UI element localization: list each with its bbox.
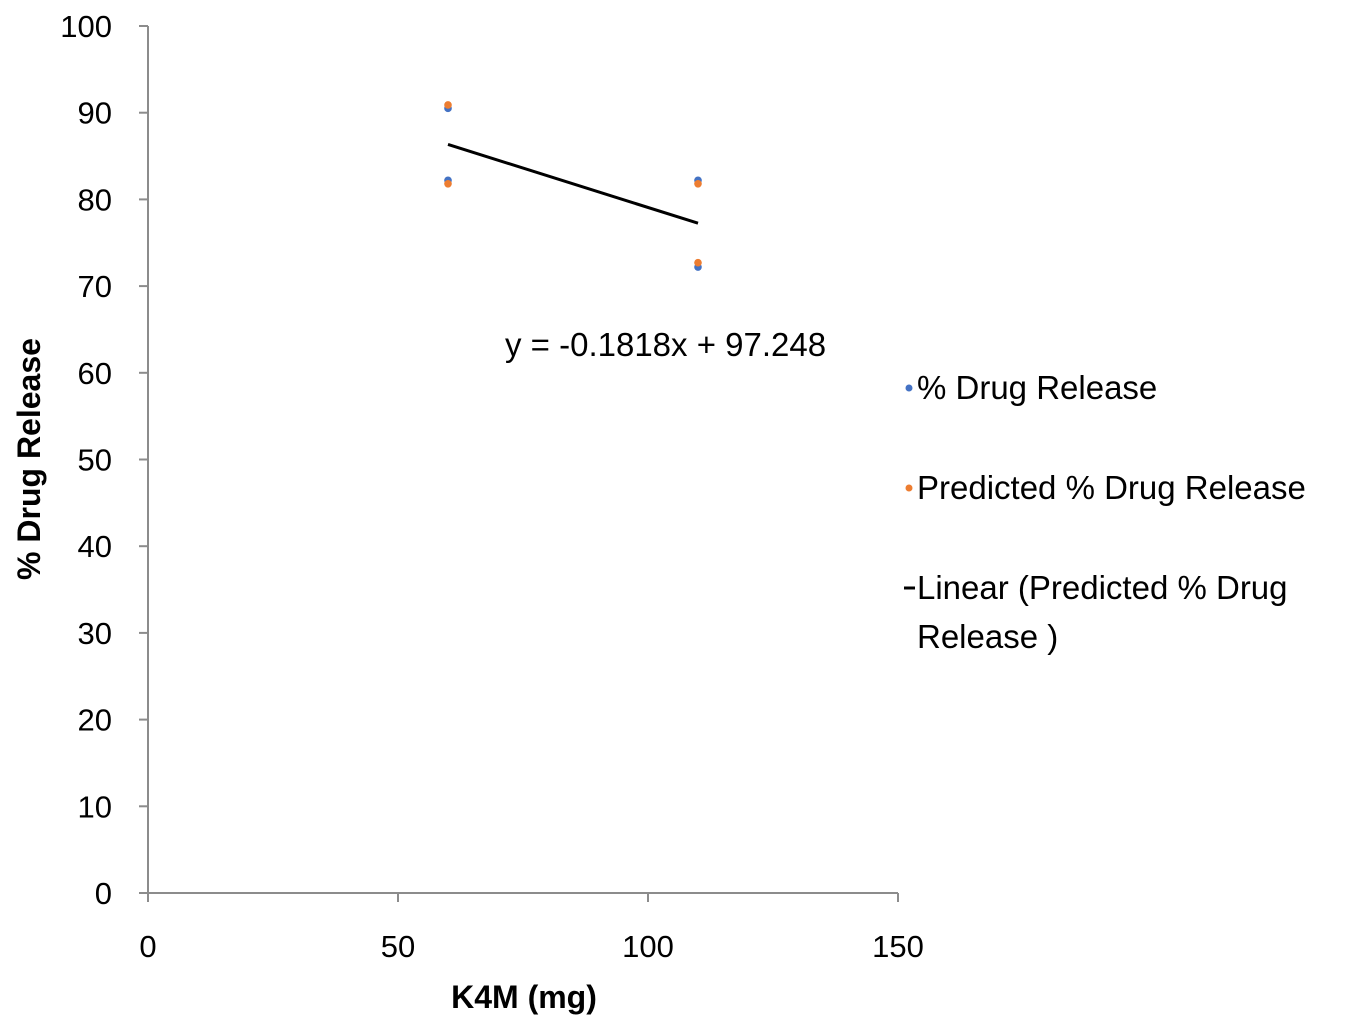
trendline-equation: y = -0.1818x + 97.248 [505,326,826,363]
y-tick-label: 90 [78,96,112,131]
legend-label-predicted: Predicted % Drug Release [917,469,1306,506]
legend: % Drug Release Predicted % Drug Release … [904,369,1306,655]
legend-label-linear: Linear (Predicted % Drug Release ) [917,569,1297,655]
trendline [447,143,699,225]
x-tick-label: 50 [381,929,415,964]
data-point-predicted [694,258,702,267]
y-tick-label: 80 [78,182,112,217]
legend-label-linear-line2: Release ) [917,618,1058,655]
y-tick-label: 100 [60,9,112,44]
axes: 0 10 20 30 40 50 60 70 80 90 100 0 50 100 150 [60,9,924,964]
y-tick-label: 70 [78,269,112,304]
y-tick-label: 60 [78,356,112,391]
legend-label-drug-release: % Drug Release [917,369,1157,406]
legend-label-linear-line1: Linear (Predicted % Drug [917,569,1288,606]
x-axis-title: K4M (mg) [451,979,597,1015]
x-tick-label: 100 [622,929,674,964]
data-points [444,101,702,271]
data-point-predicted [694,179,702,188]
y-axis-title: % Drug Release [11,338,47,580]
y-tick-label: 10 [78,789,112,824]
y-tick-label: 40 [78,529,112,564]
y-tick-label: 20 [78,703,112,738]
x-tick-label: 150 [872,929,924,964]
trendline-layer [447,143,699,225]
y-tick-label: 50 [78,443,112,478]
x-tick-label: 0 [139,929,156,964]
data-point-predicted [444,101,452,109]
legend-marker-drug-release [905,384,913,392]
y-tick-label: 0 [95,876,112,911]
data-point-predicted [444,179,452,188]
legend-marker-predicted [905,484,913,492]
y-tick-label: 30 [78,616,112,651]
